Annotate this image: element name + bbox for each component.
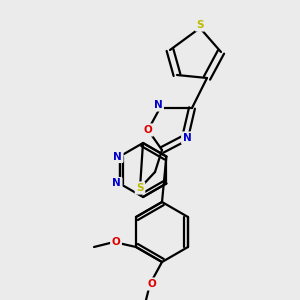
Text: S: S (136, 183, 144, 193)
Text: N: N (183, 133, 191, 143)
Text: N: N (113, 152, 122, 161)
Text: O: O (148, 279, 156, 289)
Text: S: S (196, 20, 204, 30)
Text: N: N (154, 100, 162, 110)
Text: N: N (112, 178, 121, 188)
Text: O: O (144, 125, 152, 135)
Text: O: O (112, 237, 120, 247)
